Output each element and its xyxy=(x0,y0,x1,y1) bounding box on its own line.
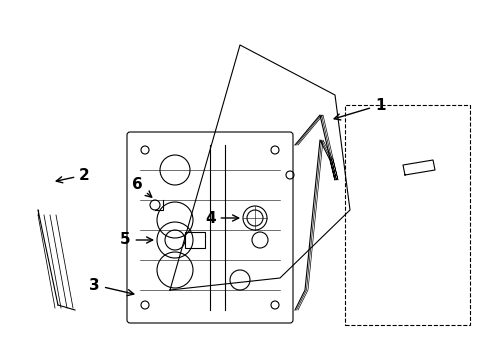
Bar xyxy=(345,105,469,325)
Text: 2: 2 xyxy=(56,167,90,183)
Text: 3: 3 xyxy=(89,278,134,296)
Text: 1: 1 xyxy=(333,98,385,120)
Text: 5: 5 xyxy=(120,233,152,248)
Bar xyxy=(184,232,204,248)
Text: 6: 6 xyxy=(131,177,151,197)
Text: 4: 4 xyxy=(204,211,238,225)
